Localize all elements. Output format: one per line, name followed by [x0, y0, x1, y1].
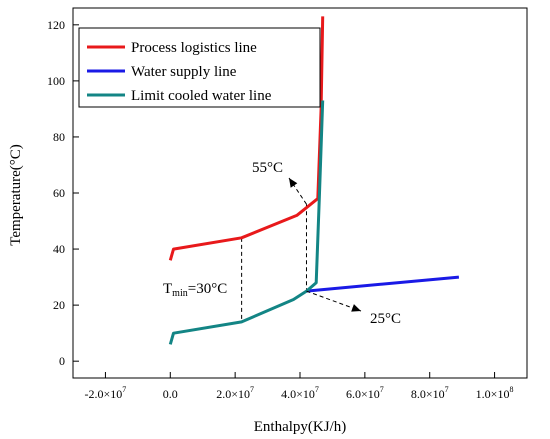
- arrow-55c: [288, 177, 307, 205]
- arrow-55c-head: [289, 178, 298, 188]
- arrow-25c: [306, 290, 362, 312]
- y-axis-title: Temperature(°C): [8, 144, 24, 246]
- series-line-2: [168, 100, 325, 345]
- x-tick-label: 8.0×107: [411, 385, 449, 401]
- legend-label-process: Process logistics line: [131, 40, 257, 56]
- annotation-55c: 55°C: [252, 160, 283, 176]
- annotation-tmin: Tmin=30°C: [163, 281, 227, 299]
- tmin-value: =30°C: [188, 281, 227, 297]
- y-tick-label: 40: [53, 242, 65, 256]
- x-tick-label: 0.0: [163, 387, 178, 401]
- dashed-guides: [241, 204, 307, 322]
- y-tick-label: 60: [53, 186, 65, 200]
- legend-label-limit: Limit cooled water line: [131, 88, 272, 104]
- arrow-25c-head: [351, 304, 361, 312]
- series-line-1: [306, 275, 460, 293]
- tmin-sub: min: [172, 288, 188, 299]
- x-tick-label: 1.0×108: [476, 385, 514, 401]
- annotation-arrows: [288, 177, 362, 312]
- legend: Process logistics line Water supply line…: [78, 27, 321, 108]
- legend-label-water: Water supply line: [131, 64, 237, 80]
- x-axis-title: Enthalpy(KJ/h): [254, 419, 346, 435]
- series-lines: [168, 16, 460, 345]
- annotation-25c: 25°C: [370, 311, 401, 327]
- x-tick-label: 6.0×107: [346, 385, 384, 401]
- y-tick-label: 120: [47, 18, 65, 32]
- tmin-prefix: T: [163, 281, 172, 297]
- y-tick-label: 0: [59, 354, 65, 368]
- x-tick-label: 2.0×107: [216, 385, 254, 401]
- ticks: -2.0×107 0.0 2.0×107 4.0×107 6.0×107 8.0×107 1…: [47, 18, 513, 401]
- y-tick-label: 100: [47, 74, 65, 88]
- x-tick-label: -2.0×107: [85, 385, 127, 401]
- y-tick-label: 80: [53, 130, 65, 144]
- y-tick-label: 20: [53, 298, 65, 312]
- x-tick-label: 4.0×107: [281, 385, 319, 401]
